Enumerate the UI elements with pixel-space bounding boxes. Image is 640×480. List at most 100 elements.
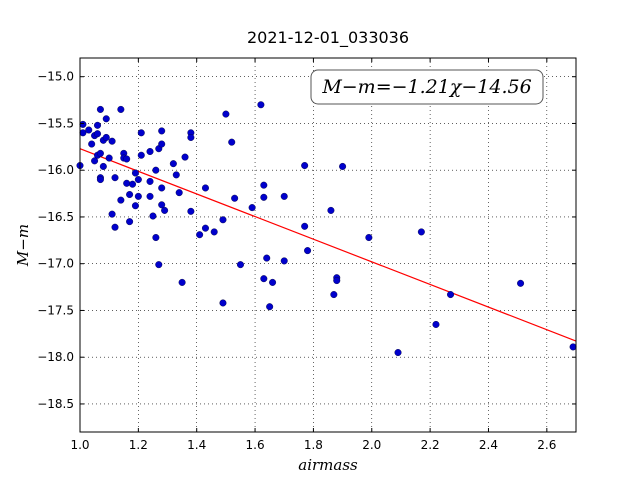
data-point xyxy=(417,228,425,236)
data-point xyxy=(263,254,271,262)
data-point xyxy=(280,257,288,265)
data-point xyxy=(231,194,239,202)
fit-line xyxy=(79,148,577,342)
data-point xyxy=(134,192,142,200)
data-point xyxy=(158,184,166,192)
data-point xyxy=(219,299,227,307)
data-point xyxy=(88,140,96,148)
data-point xyxy=(260,181,268,189)
data-point xyxy=(152,166,160,174)
data-point xyxy=(236,261,244,269)
data-point xyxy=(201,184,209,192)
data-point xyxy=(269,278,277,286)
data-point xyxy=(172,171,180,179)
data-point xyxy=(210,228,218,236)
data-point xyxy=(129,180,137,188)
x-tick-label: 1.2 xyxy=(129,438,148,452)
y-tick-label: −18.5 xyxy=(37,397,74,411)
x-tick-labels: 1.0 1.2 1.4 1.6 1.8 2.0 2.2 2.4 2.6 xyxy=(70,438,556,452)
data-point xyxy=(111,223,119,231)
y-tick-label: −17.0 xyxy=(37,257,74,271)
data-point xyxy=(108,137,116,145)
data-point xyxy=(146,147,154,155)
data-point xyxy=(117,196,125,204)
y-tick-label: −17.5 xyxy=(37,303,74,317)
data-points xyxy=(76,101,577,357)
data-point xyxy=(85,126,93,134)
data-point xyxy=(158,201,166,209)
x-tick-label: 2.6 xyxy=(537,438,556,452)
y-tick-label: −15.5 xyxy=(37,116,74,130)
data-point xyxy=(248,204,256,212)
y-tick-label: −15.0 xyxy=(37,70,74,84)
data-point xyxy=(333,277,341,285)
y-tick-labels: −15.0 −15.5 −16.0 −16.5 −17.0 −17.5 −18.0 −18.5 xyxy=(37,70,74,411)
data-point xyxy=(155,261,163,269)
data-point xyxy=(257,101,265,109)
data-point xyxy=(327,206,335,214)
data-point xyxy=(339,162,347,170)
data-point xyxy=(91,157,99,165)
x-tick-label: 2.4 xyxy=(479,438,498,452)
data-point xyxy=(126,218,134,226)
data-point xyxy=(280,192,288,200)
fit-annotation-frame xyxy=(310,69,544,105)
data-point xyxy=(304,247,312,255)
data-point xyxy=(152,234,160,242)
data-point xyxy=(108,210,116,218)
data-point xyxy=(222,110,230,118)
data-point xyxy=(134,176,142,184)
y-tick-label: −16.0 xyxy=(37,163,74,177)
data-point xyxy=(260,193,268,201)
data-point xyxy=(94,121,102,129)
data-point xyxy=(105,154,113,162)
data-point xyxy=(301,222,309,230)
axis-ticks xyxy=(79,58,576,432)
data-point xyxy=(517,279,525,287)
data-point xyxy=(447,291,455,299)
x-tick-label: 1.8 xyxy=(304,438,323,452)
data-point xyxy=(169,160,177,168)
data-point xyxy=(181,153,189,161)
x-tick-label: 2.2 xyxy=(421,438,440,452)
chart-title: 2021-12-01_033036 xyxy=(247,28,409,48)
y-axis-label: M−m xyxy=(14,224,32,267)
data-point xyxy=(187,133,195,141)
data-point xyxy=(196,231,204,239)
data-point xyxy=(96,149,104,157)
data-point xyxy=(102,133,110,141)
data-point xyxy=(123,179,131,187)
data-point xyxy=(187,207,195,215)
data-point xyxy=(432,320,440,328)
data-point xyxy=(158,127,166,135)
data-point xyxy=(146,192,154,200)
data-point xyxy=(228,138,236,146)
data-point xyxy=(111,174,119,182)
x-axis-label: airmass xyxy=(298,456,358,474)
fit-line-group xyxy=(79,148,577,342)
data-point xyxy=(146,177,154,185)
data-point xyxy=(126,191,134,199)
x-tick-label: 1.4 xyxy=(187,438,206,452)
x-tick-label: 1.0 xyxy=(70,438,89,452)
data-point xyxy=(131,202,139,210)
data-point xyxy=(137,151,145,159)
data-point xyxy=(158,140,166,148)
data-point xyxy=(178,278,186,286)
data-point xyxy=(137,129,145,137)
data-point xyxy=(301,162,309,170)
data-point xyxy=(394,349,402,357)
x-tick-label: 1.6 xyxy=(246,438,265,452)
data-point xyxy=(175,189,183,197)
data-point xyxy=(123,155,131,163)
data-point xyxy=(94,130,102,138)
data-point xyxy=(365,234,373,242)
y-tick-label: −18.0 xyxy=(37,350,74,364)
data-point xyxy=(99,162,107,170)
data-point xyxy=(266,303,274,311)
data-point xyxy=(201,224,209,232)
data-point xyxy=(131,169,139,177)
data-point xyxy=(96,176,104,184)
x-tick-label: 2.0 xyxy=(362,438,381,452)
